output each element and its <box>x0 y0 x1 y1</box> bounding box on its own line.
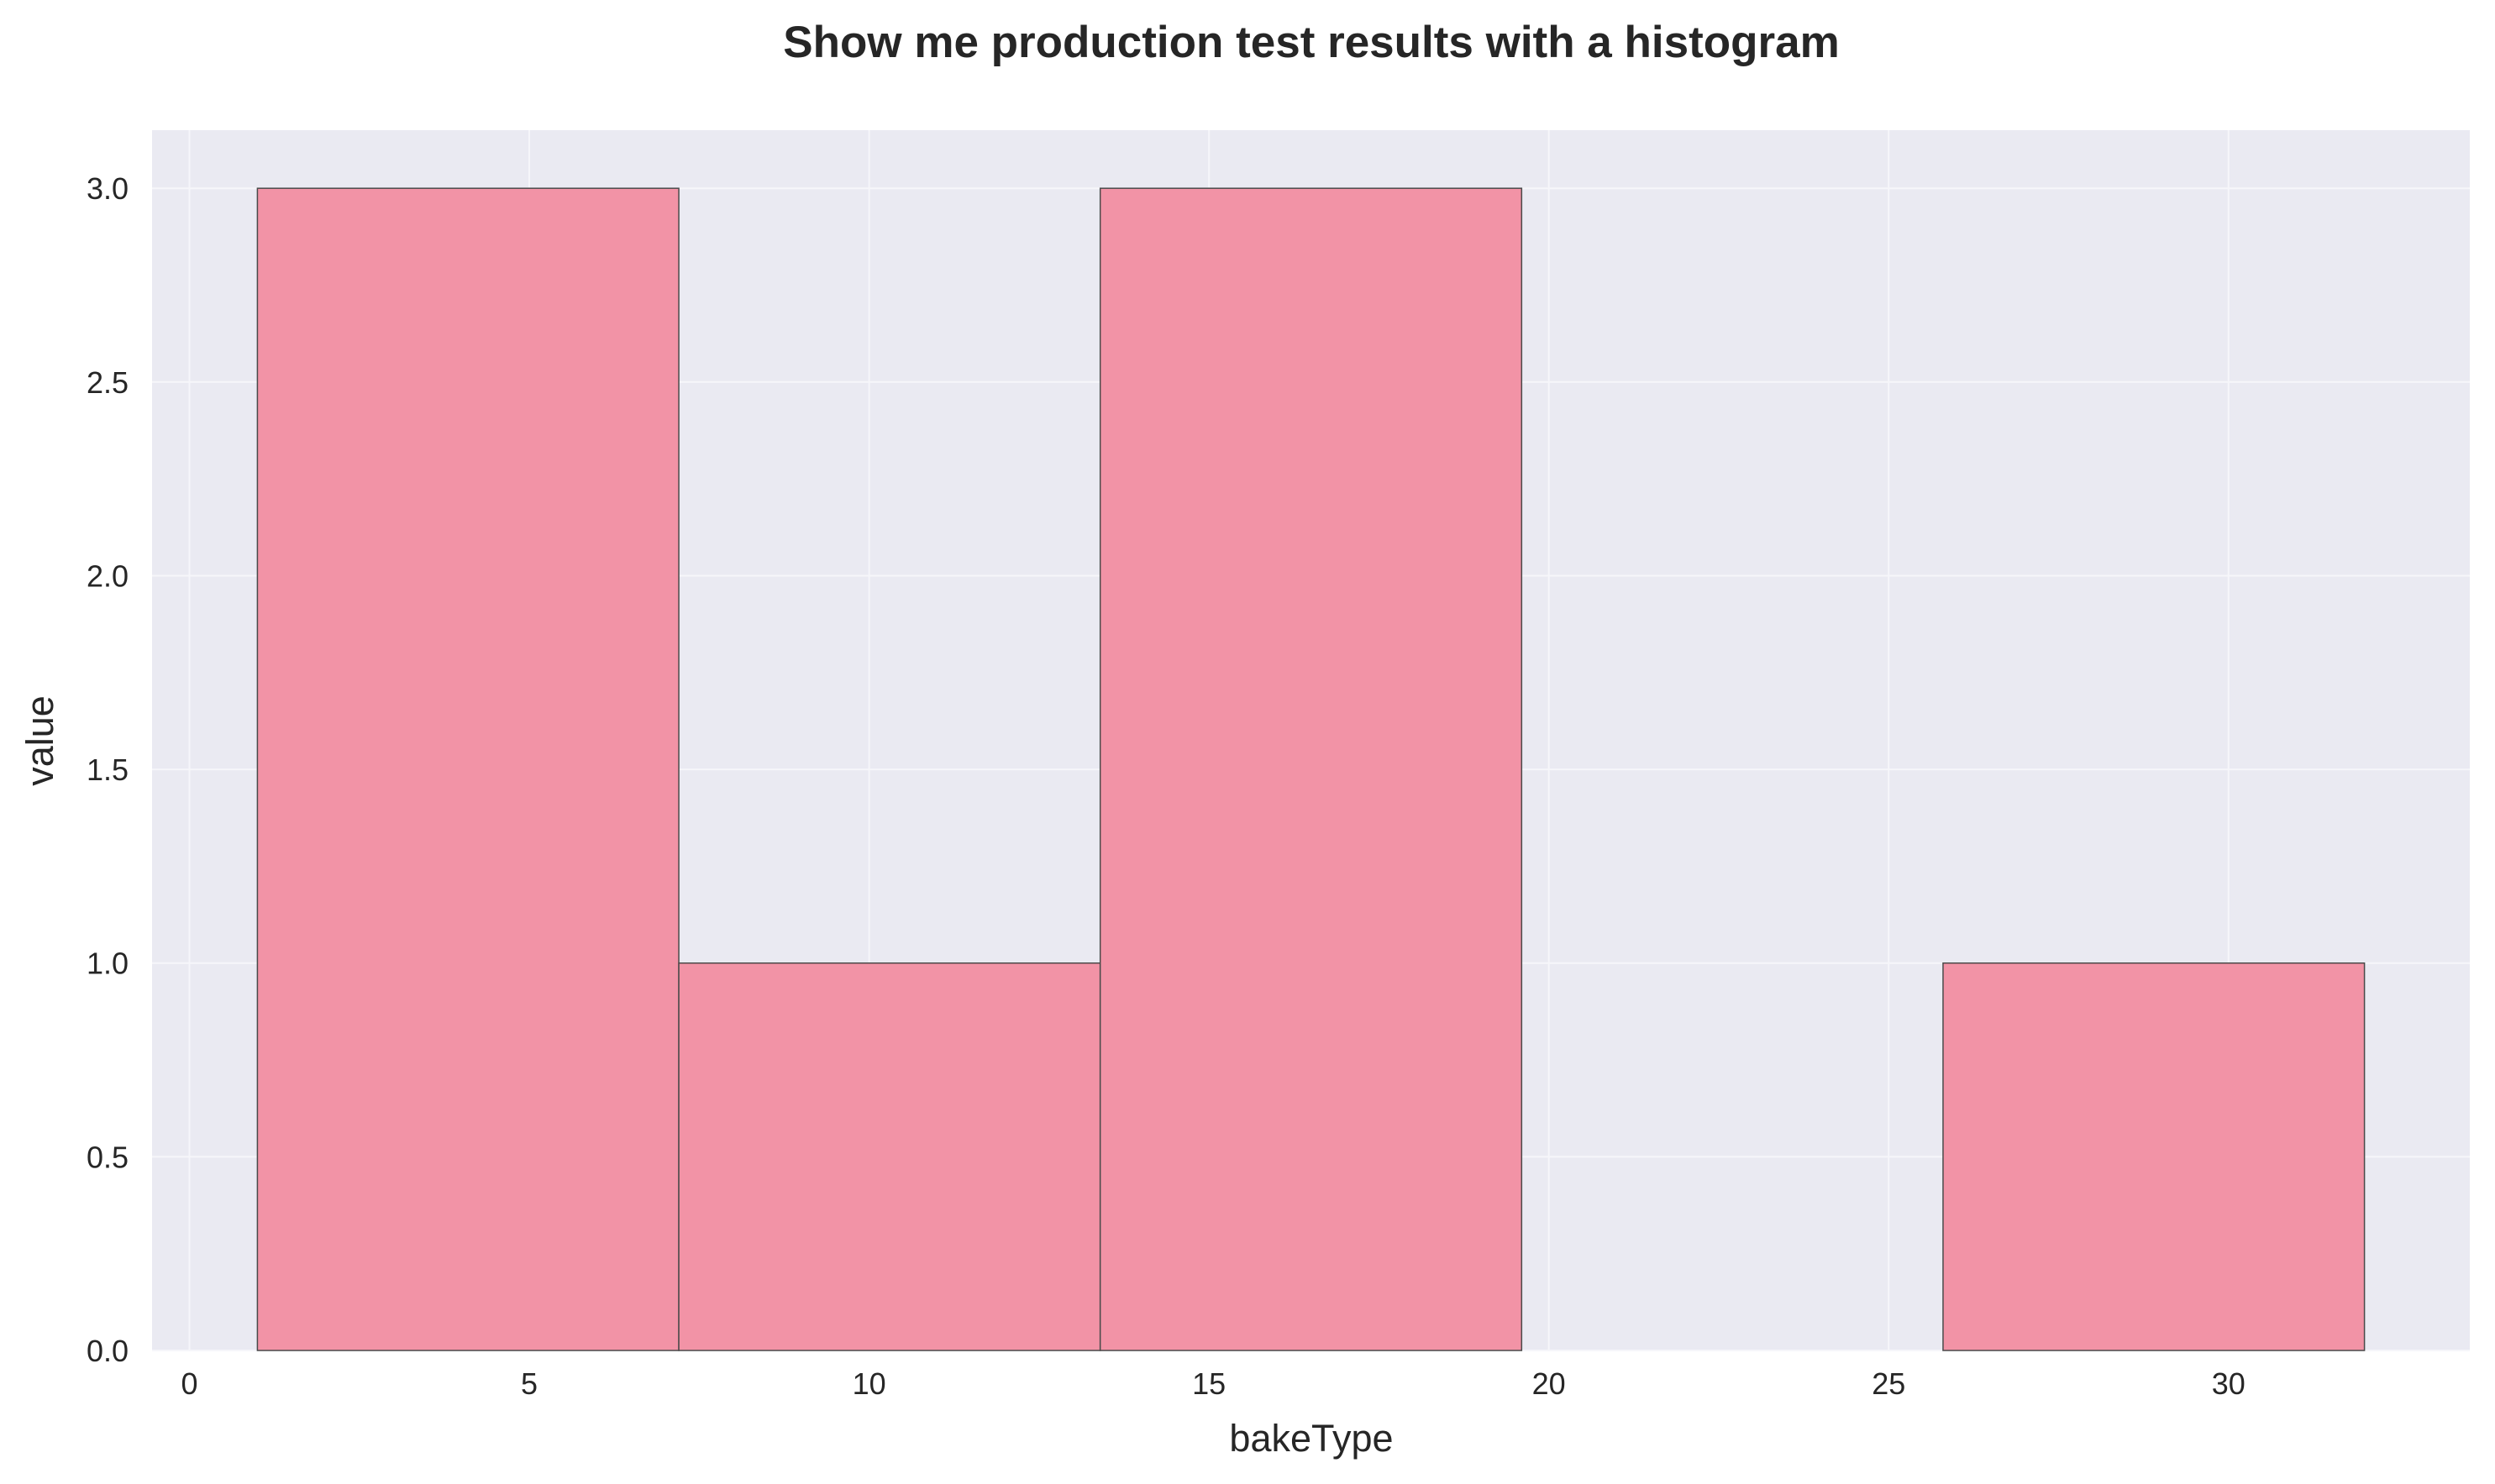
y-tick-label: 0.5 <box>87 1140 129 1174</box>
histogram-bars <box>256 187 2366 1351</box>
y-tick-label: 1.5 <box>87 752 129 787</box>
histogram-bar <box>678 962 1101 1351</box>
chart-title: Show me production test results with a h… <box>783 18 1839 67</box>
x-tick-label: 30 <box>2212 1366 2246 1401</box>
x-tick-label: 20 <box>1532 1366 1566 1401</box>
y-tick-label: 1.0 <box>87 947 129 981</box>
y-axis-ticks: 0.0 0.5 1.0 1.5 2.0 2.5 3.0 <box>87 171 129 1368</box>
x-tick-label: 10 <box>853 1366 886 1401</box>
x-tick-label: 15 <box>1192 1366 1226 1401</box>
x-tick-label: 0 <box>181 1366 197 1401</box>
x-axis-ticks: 0 5 10 15 20 25 30 <box>181 1366 2245 1401</box>
histogram-bar <box>1942 962 2366 1351</box>
x-tick-label: 25 <box>1872 1366 1905 1401</box>
y-axis-label: value <box>18 695 61 786</box>
histogram-bar <box>1099 187 1523 1351</box>
y-tick-label: 2.0 <box>87 558 129 593</box>
y-tick-label: 0.0 <box>87 1334 129 1368</box>
y-tick-label: 3.0 <box>87 171 129 206</box>
x-tick-label: 5 <box>521 1366 538 1401</box>
x-axis-label: bakeType <box>1229 1417 1393 1460</box>
histogram-bar <box>256 187 680 1351</box>
y-tick-label: 2.5 <box>87 365 129 400</box>
